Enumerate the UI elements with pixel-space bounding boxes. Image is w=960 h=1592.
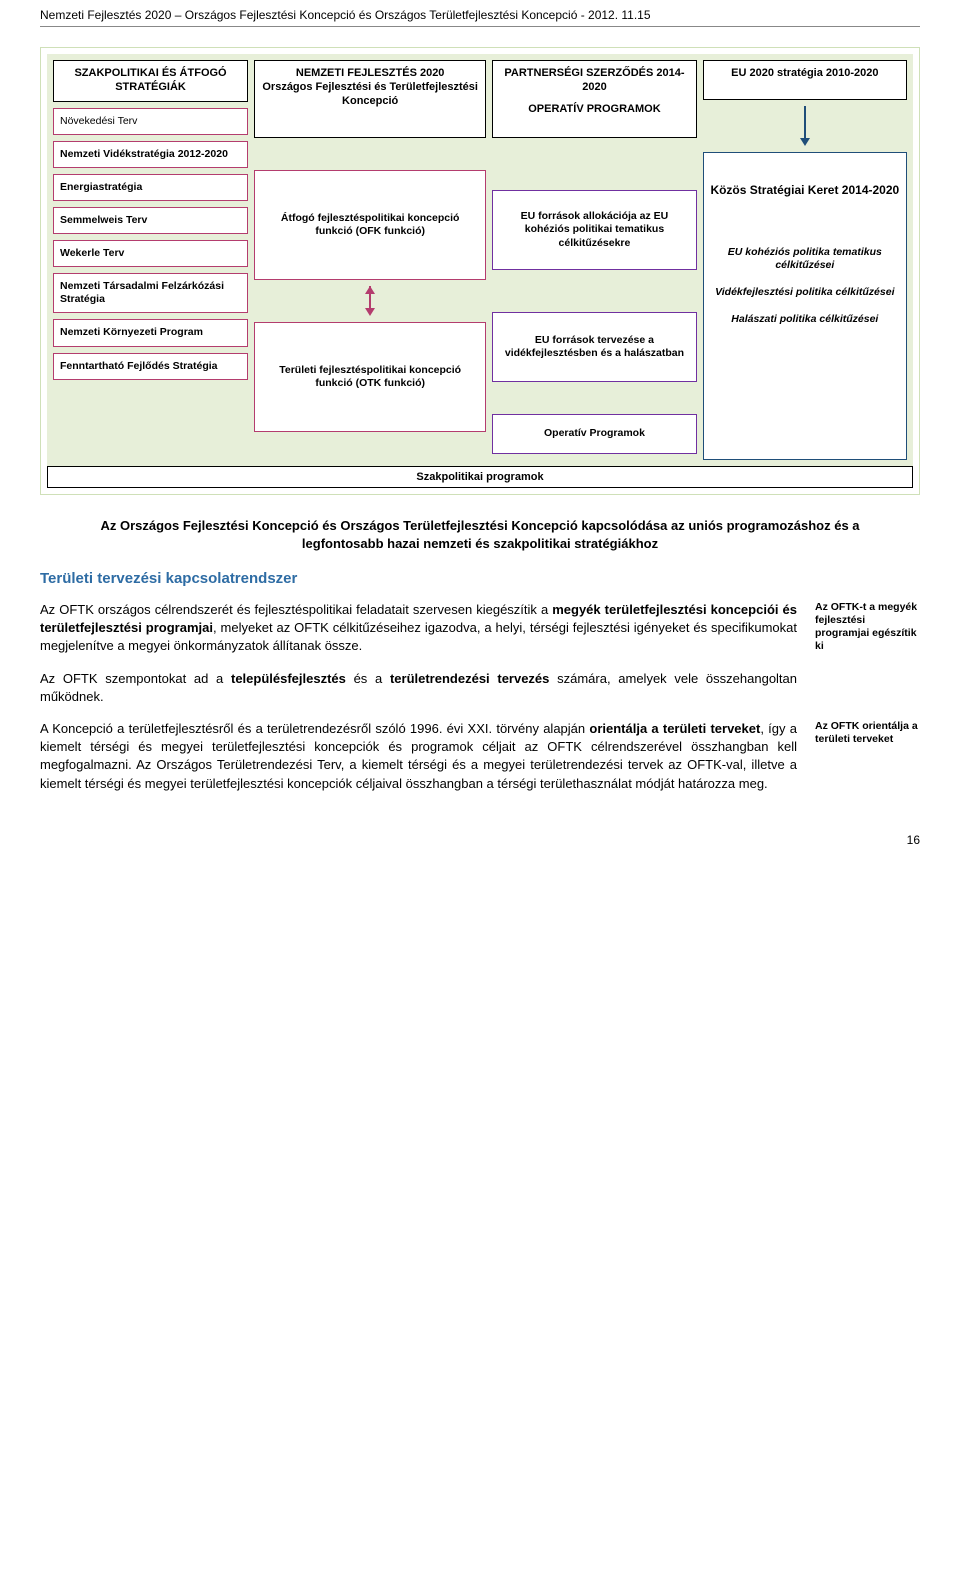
page-number: 16 [40,833,920,847]
sidenote-2-empty [815,670,920,706]
sidenote-1: Az OFTK-t a megyék fejlesztési programja… [815,601,920,656]
diagram-col-4: EU 2020 stratégia 2010-2020 Közös Straté… [703,60,907,460]
diagram: SZAKPOLITIKAI ÉS ÁTFOGÓ STRATÉGIÁK Növek… [47,54,913,466]
diagram-outer: SZAKPOLITIKAI ÉS ÁTFOGÓ STRATÉGIÁK Növek… [40,47,920,495]
sidenote-3: Az OFTK orientálja a területi terveket [815,720,920,793]
col1-item-6: Nemzeti Környezeti Program [53,319,248,346]
col4-header: EU 2020 stratégia 2010-2020 [703,60,907,100]
col4-item-0: EU kohéziós politika tematikus célkitűzé… [710,246,900,272]
para-1: Az OFTK országos célrendszerét és fejles… [40,601,797,656]
col3-head: PARTNERSÉGI SZERZŐDÉS 2014-2020 [499,67,689,95]
col1-item-3: Semmelweis Terv [53,207,248,234]
para-2: Az OFTK szempontokat ad a településfejle… [40,670,797,706]
col1-item-1: Nemzeti Vidékstratégia 2012-2020 [53,141,248,168]
col3-sub: OPERATÍV PROGRAMOK [499,103,689,117]
col1-item-7: Fenntartható Fejlődés Stratégia [53,353,248,380]
col1-item-2: Energiastratégia [53,174,248,201]
col2-head-l1: NEMZETI FEJLESZTÉS 2020 Országos Fejlesz… [261,67,479,108]
col4-box1-title: Közös Stratégiai Keret 2014-2020 [710,183,900,198]
col1-header: SZAKPOLITIKAI ÉS ÁTFOGÓ STRATÉGIÁK [53,60,248,102]
col3-box3: Operatív Programok [492,414,696,454]
para-row-3: A Koncepció a területfejlesztésről és a … [40,720,920,793]
para-row-1: Az OFTK országos célrendszerét és fejles… [40,601,920,656]
section-title: Területi tervezési kapcsolatrendszer [40,570,920,587]
figure-caption: Az Országos Fejlesztési Koncepció és Ors… [80,517,880,552]
col4-item-1: Vidékfejlesztési politika célkitűzései [710,286,900,299]
diagram-col-2: NEMZETI FEJLESZTÉS 2020 Országos Fejlesz… [254,60,486,460]
col1-item-5: Nemzeti Társadalmi Felzárkózási Stratégi… [53,273,248,313]
col4-item-2: Halászati politika célkitűzései [710,313,900,326]
col3-box2: EU források tervezése a vidékfejlesztésb… [492,312,696,382]
col2-box2: Területi fejlesztéspolitikai koncepció f… [254,322,486,432]
col4-box1: Közös Stratégiai Keret 2014-2020 EU kohé… [703,152,907,460]
diagram-col-3: PARTNERSÉGI SZERZŐDÉS 2014-2020 OPERATÍV… [492,60,696,460]
col2-box1: Átfogó fejlesztéspolitikai koncepció fun… [254,170,486,280]
diagram-col-1: SZAKPOLITIKAI ÉS ÁTFOGÓ STRATÉGIÁK Növek… [53,60,248,460]
col3-header: PARTNERSÉGI SZERZŐDÉS 2014-2020 OPERATÍV… [492,60,696,138]
arrow-down-icon [798,106,812,146]
col2-header: NEMZETI FEJLESZTÉS 2020 Országos Fejlesz… [254,60,486,138]
diagram-footer: Szakpolitikai programok [47,466,913,488]
arrow-down-icon [363,286,377,316]
para-row-2: Az OFTK szempontokat ad a településfejle… [40,670,920,706]
para-3: A Koncepció a területfejlesztésről és a … [40,720,797,793]
col1-item-4: Wekerle Terv [53,240,248,267]
col3-box1: EU források allokációja az EU kohéziós p… [492,190,696,270]
page-header: Nemzeti Fejlesztés 2020 – Országos Fejle… [40,0,920,27]
col1-item-0: Növekedési Terv [53,108,248,135]
